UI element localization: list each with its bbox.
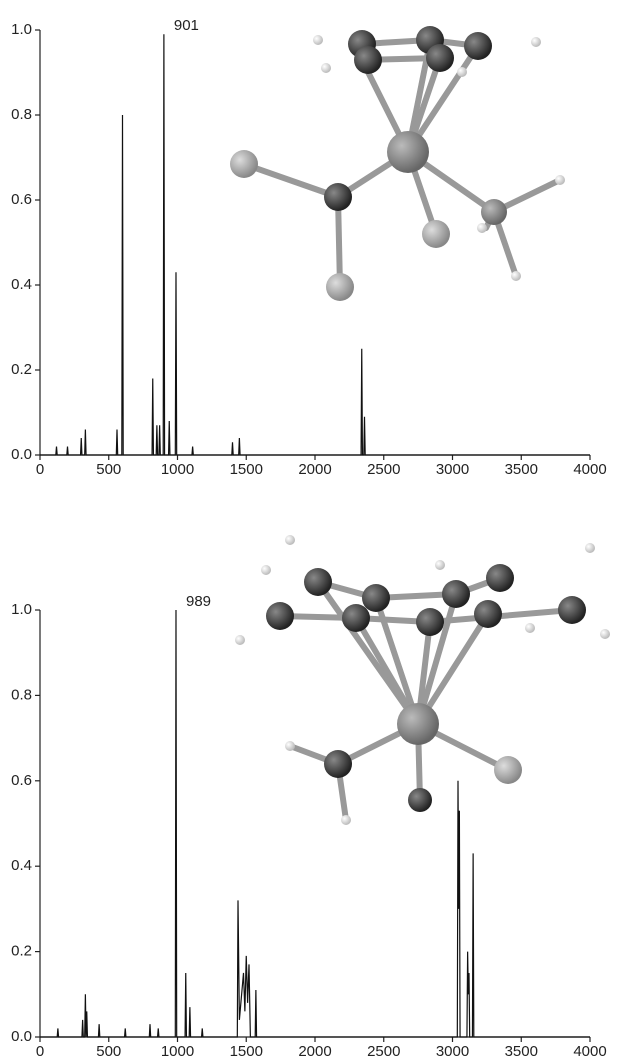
y-tick-label: 0.4: [11, 276, 32, 293]
x-tick-label: 1500: [230, 1043, 263, 1060]
y-tick-label: 0.0: [11, 446, 32, 463]
x-tick-label: 2500: [367, 461, 400, 478]
y-tick-label: 1.0: [11, 21, 32, 38]
x-tick-label: 1000: [161, 1043, 194, 1060]
x-tick-label: 4000: [573, 1043, 606, 1060]
x-tick-label: 1500: [230, 461, 263, 478]
spectrum-line: [40, 610, 590, 1037]
x-tick-label: 3500: [505, 1043, 538, 1060]
x-tick-label: 3500: [505, 461, 538, 478]
y-tick-label: 0.0: [11, 1028, 32, 1045]
y-tick-label: 0.2: [11, 943, 32, 960]
x-tick-label: 500: [96, 461, 121, 478]
x-tick-label: 2000: [298, 461, 331, 478]
x-tick-label: 0: [36, 1043, 44, 1060]
y-tick-label: 0.8: [11, 106, 32, 123]
molecule-2: [235, 535, 610, 825]
x-tick-label: 4000: [573, 461, 606, 478]
x-tick-label: 0: [36, 461, 44, 478]
x-tick-label: 2000: [298, 1043, 331, 1060]
y-tick-label: 0.8: [11, 686, 32, 703]
x-tick-label: 2500: [367, 1043, 400, 1060]
chart: 0.0 0.2 0.4 0.6 0.8 1.0 0 500 1000 1500 2000 2500 30…: [11, 17, 607, 478]
y-tick-label: 0.4: [11, 857, 32, 874]
y-tick-label: 1.0: [11, 601, 32, 618]
y-tick-label: 0.6: [11, 772, 32, 789]
y-tick-label: 0.6: [11, 191, 32, 208]
x-tick-label: 3000: [436, 461, 469, 478]
x-tick-label: 3000: [436, 1043, 469, 1060]
page: 0.0 0.2 0.4 0.6 0.8 1.0 0 500 1000 1500 2000 2500 30…: [0, 0, 617, 1063]
peak-annotation: 989: [186, 593, 211, 610]
molecule-1: [230, 26, 565, 301]
y-tick-label: 0.2: [11, 361, 32, 378]
x-tick-label: 1000: [161, 461, 194, 478]
chart: 0.0 0.2 0.4 0.6 0.8 1.0 0 500 1000 1500 2000 2500 30…: [11, 593, 607, 1060]
peak-annotation: 901: [174, 17, 199, 34]
x-tick-label: 500: [96, 1043, 121, 1060]
figure: 0.0 0.2 0.4 0.6 0.8 1.0 0 500 1000 1500 2000 2500 30…: [0, 0, 617, 1063]
